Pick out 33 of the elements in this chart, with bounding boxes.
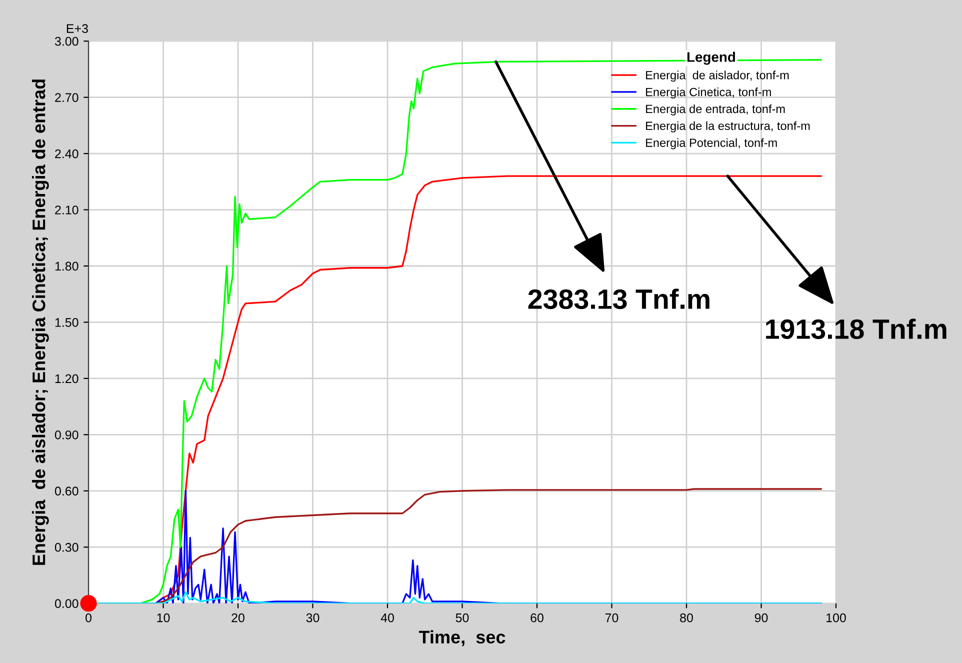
x-tick-label: 70 [605, 613, 618, 622]
x-tick-label: 80 [680, 613, 693, 622]
x-tick-label: 30 [306, 613, 320, 622]
legend-label: Energia de aislador, tonf-m [646, 70, 789, 82]
x-tick-label: 50 [456, 613, 469, 622]
y-tick-label: 2.10 [55, 206, 78, 214]
y-tick-label: 0.30 [54, 542, 78, 552]
legend-title: Legend [687, 52, 735, 65]
y-tick-label: 0.90 [54, 430, 78, 440]
legend-label: Energia de entrada, tonf-m [646, 104, 785, 116]
legend-label: Energia Potencial, tonf-m [646, 138, 777, 150]
x-tick-label: 20 [232, 613, 244, 622]
y-tick-label: 0.60 [54, 486, 78, 496]
y-tick-label: 0.00 [54, 599, 78, 608]
y-tick-label: 1.80 [55, 262, 78, 271]
text: E+3 [66, 24, 88, 34]
x-axis-title: Time, sec [418, 630, 506, 646]
y-tick-label: 2.70 [55, 93, 78, 102]
y-tick-label: 1.20 [55, 374, 78, 384]
annotation: 1913.18 Tnf.m [766, 318, 946, 340]
legend-label: Energia de la estructura, tonf-m [646, 121, 810, 132]
y-tick-label: 2.40 [55, 149, 78, 158]
legend-label: Energia Cinetica, tonf-m [646, 88, 771, 99]
annotation: 2383.13 Tnf.m [528, 288, 710, 310]
x-tick-label: 60 [530, 613, 544, 622]
x-tick-label: 10 [157, 613, 170, 622]
y-axis-title: Energia de aislador; Energia Cinetica; Energia de entrad [32, 80, 49, 565]
y-tick-label: 1.50 [55, 318, 78, 327]
x-tick-label: 40 [380, 613, 394, 622]
x-tick-label: 90 [754, 613, 768, 622]
x-tick-label: 100 [826, 613, 846, 622]
y-tick-label: 3.00 [54, 36, 78, 46]
x-tick-label: 0 [86, 613, 92, 622]
